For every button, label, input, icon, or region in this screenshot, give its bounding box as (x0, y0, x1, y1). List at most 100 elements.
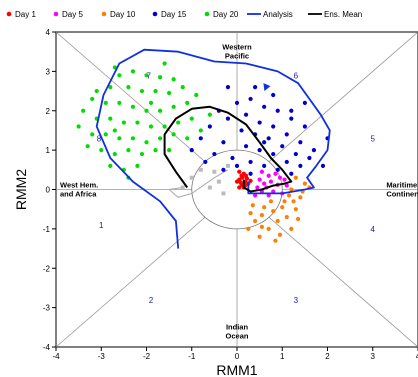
point-day-10 (302, 181, 307, 186)
phase-labels: 1 2 3 4 5 6 7 8 (97, 71, 376, 304)
point-day-20 (94, 88, 99, 94)
grey-marker (216, 179, 221, 184)
analysis-line (95, 48, 331, 249)
unit-circle (191, 149, 283, 230)
point-day-15 (239, 128, 244, 133)
point-day-20 (112, 151, 117, 157)
legend-item: Day 15 (152, 10, 187, 19)
point-day-15 (221, 140, 226, 145)
point-day-10 (282, 199, 287, 204)
point-day-5 (266, 173, 271, 178)
legend-label: Day 20 (213, 10, 239, 19)
point-day-10 (246, 226, 251, 231)
grey-marker (225, 163, 230, 168)
point-day-10 (298, 195, 303, 200)
x-tick-label: -4 (52, 352, 60, 361)
point-day-15 (243, 144, 249, 149)
point-day-20 (176, 120, 181, 125)
y-tick-label: 2 (46, 107, 51, 116)
point-day-15 (271, 151, 276, 157)
point-day-10 (277, 232, 283, 237)
point-day-20 (103, 132, 108, 137)
x-tick-label: 4 (416, 352, 418, 361)
phase-label: 6 (294, 71, 299, 80)
point-day-15 (262, 140, 267, 145)
legend-item: Day 1 (6, 10, 36, 19)
point-day-20 (167, 90, 172, 96)
point-day-20 (153, 88, 158, 94)
point-day-20 (130, 69, 136, 74)
plot-area: -4 -3 -2 -1 0 1 2 3 4 -4 -3 -2 -1 0 1 2 3 4 RMM1 RMM2 Wester… (13, 28, 418, 377)
point-day-10 (259, 212, 264, 218)
point-day-20 (117, 136, 122, 141)
point-day-20 (90, 132, 95, 137)
legend-label: Day 5 (62, 10, 83, 19)
point-day-20 (157, 108, 163, 113)
point-day-15 (289, 116, 294, 121)
point-day-20 (157, 75, 163, 80)
y-tick-label: 3 (46, 67, 51, 76)
legend-item: Day 5 (53, 10, 83, 19)
x-axis-label: RMM1 (216, 362, 257, 377)
point-day-15 (293, 151, 298, 157)
point-day-10 (266, 226, 271, 231)
point-day-15 (298, 163, 303, 168)
point-day-1 (244, 176, 250, 181)
point-day-15 (257, 148, 262, 153)
phase-label: 7 (147, 71, 152, 80)
point-day-15 (275, 167, 280, 172)
point-day-20 (103, 100, 108, 105)
y-tick-label: -3 (43, 304, 51, 313)
point-day-5 (268, 179, 274, 184)
x-tick-label: 0 (235, 352, 240, 361)
legend-label: Day 10 (110, 10, 136, 19)
y-axis-label: RMM2 (13, 169, 29, 210)
point-day-15 (225, 85, 231, 90)
diagonal-line (56, 32, 206, 162)
legend-label: Day 15 (161, 10, 187, 19)
point-day-15 (302, 124, 307, 129)
legend-swatch (6, 11, 12, 17)
y-tick-label: -2 (43, 264, 51, 273)
point-day-15 (234, 100, 240, 105)
point-day-5 (277, 175, 283, 180)
point-day-5 (257, 177, 262, 182)
point-day-15 (298, 140, 303, 145)
point-day-15 (225, 116, 231, 121)
point-day-10 (253, 218, 258, 224)
region-label-top: Western (222, 43, 252, 52)
point-day-5 (273, 171, 278, 176)
grey-track-line (167, 169, 229, 198)
point-day-10 (273, 238, 278, 243)
y-tick-label: -1 (43, 225, 51, 234)
point-day-20 (171, 104, 176, 109)
region-label-top: Pacific (225, 52, 249, 61)
point-day-20 (189, 116, 194, 121)
y-tick-label: -4 (43, 343, 51, 352)
diagonal-line (56, 217, 206, 347)
point-day-20 (85, 144, 90, 149)
point-day-15 (307, 155, 312, 161)
point-day-15 (248, 159, 253, 165)
point-day-15 (262, 104, 267, 109)
tick-group: -4 -3 -2 -1 0 1 2 3 4 -4 -3 -2 -1 0 1 2 3 4 (43, 28, 418, 361)
point-day-10 (295, 216, 301, 222)
legend-item: Day 20 (204, 10, 239, 19)
point-day-15 (248, 96, 253, 102)
point-day-20 (117, 100, 122, 105)
point-day-15 (284, 159, 289, 165)
point-day-20 (76, 124, 81, 129)
grey-marker (198, 167, 203, 172)
point-day-10 (248, 211, 253, 216)
point-day-15 (207, 124, 212, 129)
point-day-15 (212, 151, 217, 157)
legend-swatch (204, 11, 210, 17)
point-day-15 (262, 163, 267, 168)
point-day-10 (293, 175, 298, 180)
phase-label: 3 (294, 296, 299, 305)
point-day-1 (237, 169, 242, 174)
point-day-20 (153, 148, 158, 153)
point-day-20 (144, 108, 149, 113)
point-day-15 (289, 171, 294, 176)
point-day-15 (284, 132, 289, 137)
